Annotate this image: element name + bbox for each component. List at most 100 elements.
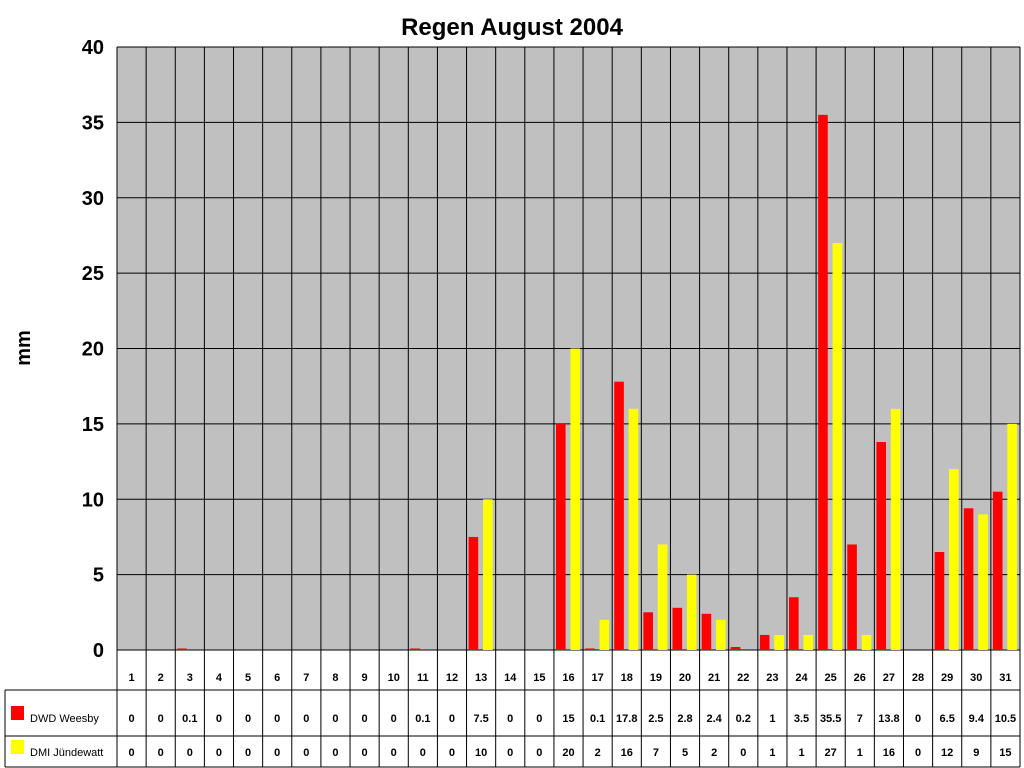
x-tick-label: 4 [216, 672, 223, 684]
bar-series-1 [876, 441, 887, 650]
data-label: 0 [158, 713, 164, 725]
data-label: 12 [941, 747, 953, 759]
x-tick-label: 26 [854, 672, 866, 684]
x-tick-label: 28 [912, 672, 924, 684]
x-tick-label: 11 [417, 672, 429, 684]
data-label: 0 [303, 713, 309, 725]
bar-series-2 [832, 242, 843, 650]
bars [177, 114, 1017, 650]
data-label: 2.8 [677, 713, 692, 725]
x-tick-label: 9 [362, 672, 368, 684]
data-label: 16 [883, 747, 895, 759]
data-label: 0 [362, 747, 368, 759]
data-label: 0 [303, 747, 309, 759]
bar-series-1 [643, 612, 653, 650]
data-label: 7 [857, 713, 863, 725]
data-label: 10.5 [995, 713, 1016, 725]
bar-series-1 [847, 544, 857, 650]
data-label: 0.1 [590, 713, 605, 725]
legend-label: DWD Weesby [30, 713, 99, 725]
x-tick-label: 12 [446, 672, 458, 684]
bar-series-2 [890, 408, 901, 650]
bar-series-1 [468, 536, 479, 650]
y-axis-label: mm [13, 330, 35, 366]
x-tick-label: 22 [737, 672, 749, 684]
x-tick-label: 15 [533, 672, 545, 684]
data-label: 0 [158, 747, 164, 759]
y-tick-labels: 0 5 10 15 20 25 30 35 40 [82, 37, 104, 662]
bar-series-2 [628, 408, 639, 650]
y-tick-label: 25 [82, 263, 104, 285]
data-label: 0 [332, 747, 338, 759]
data-label: 0 [915, 747, 921, 759]
bar-series-1 [672, 607, 683, 650]
data-label: 20 [562, 747, 574, 759]
data-label: 0 [536, 747, 542, 759]
data-label: 0 [391, 713, 397, 725]
chart-title: Regen August 2004 [401, 14, 623, 41]
bar-series-1 [992, 491, 1003, 650]
x-tick-label: 14 [504, 672, 517, 684]
data-label: 0 [129, 747, 135, 759]
bar-series-2 [861, 634, 872, 650]
data-label: 0 [274, 747, 280, 759]
bar-series-1 [614, 381, 624, 650]
x-tick-label: 31 [999, 672, 1011, 684]
y-tick-label: 15 [82, 414, 104, 436]
data-label: 1 [769, 747, 775, 759]
x-tick-label: 5 [245, 672, 251, 684]
legend-marker [11, 740, 24, 754]
data-label: 0 [449, 713, 455, 725]
legend-marker [11, 706, 24, 720]
y-tick-label: 30 [82, 188, 104, 210]
x-tick-label: 3 [187, 672, 193, 684]
data-label: 7.5 [473, 713, 488, 725]
bar-series-2 [803, 634, 814, 650]
data-label: 0 [362, 713, 368, 725]
data-label: 7 [653, 747, 659, 759]
x-tick-label: 24 [795, 672, 808, 684]
bar-series-1 [730, 646, 741, 650]
x-tick-label: 16 [562, 672, 574, 684]
data-label: 0 [536, 713, 542, 725]
y-tick-label: 10 [82, 489, 104, 511]
data-label: 35.5 [820, 713, 841, 725]
data-label: 10 [475, 747, 487, 759]
data-label: 9 [973, 747, 979, 759]
data-label: 0 [449, 747, 455, 759]
x-tick-label: 23 [766, 672, 778, 684]
bar-series-2 [657, 544, 668, 650]
data-label: 0.1 [415, 713, 430, 725]
data-label: 13.8 [878, 713, 899, 725]
bar-series-2 [599, 619, 610, 650]
bar-series-1 [789, 597, 799, 650]
x-tick-label: 30 [970, 672, 982, 684]
data-label: 1 [857, 747, 863, 759]
bar-series-2 [570, 348, 581, 650]
data-label: 0 [187, 747, 193, 759]
x-tick-label: 21 [708, 672, 720, 684]
data-label: 0 [420, 747, 426, 759]
x-tick-label: 7 [303, 672, 309, 684]
bar-series-1 [177, 648, 187, 650]
bar-series-1 [759, 634, 770, 650]
x-tick-label: 20 [679, 672, 691, 684]
data-label: 1 [769, 713, 775, 725]
x-tick-label: 13 [475, 672, 487, 684]
x-tick-label: 6 [274, 672, 280, 684]
bar-series-2 [949, 469, 959, 650]
bar-series-1 [585, 648, 595, 650]
data-label: 2.4 [706, 713, 722, 725]
data-label: 0.1 [182, 713, 197, 725]
data-label: 0 [274, 713, 280, 725]
bar-series-1 [818, 114, 828, 650]
x-tick-label: 29 [941, 672, 953, 684]
x-tick-label: 10 [388, 672, 400, 684]
gridlines [4, 46, 1021, 768]
data-label: 0 [740, 747, 746, 759]
data-label: 0.2 [736, 713, 751, 725]
bar-series-2 [483, 499, 493, 650]
x-tick-label: 18 [621, 672, 633, 684]
x-tick-label: 2 [158, 672, 164, 684]
data-label: 2 [711, 747, 717, 759]
